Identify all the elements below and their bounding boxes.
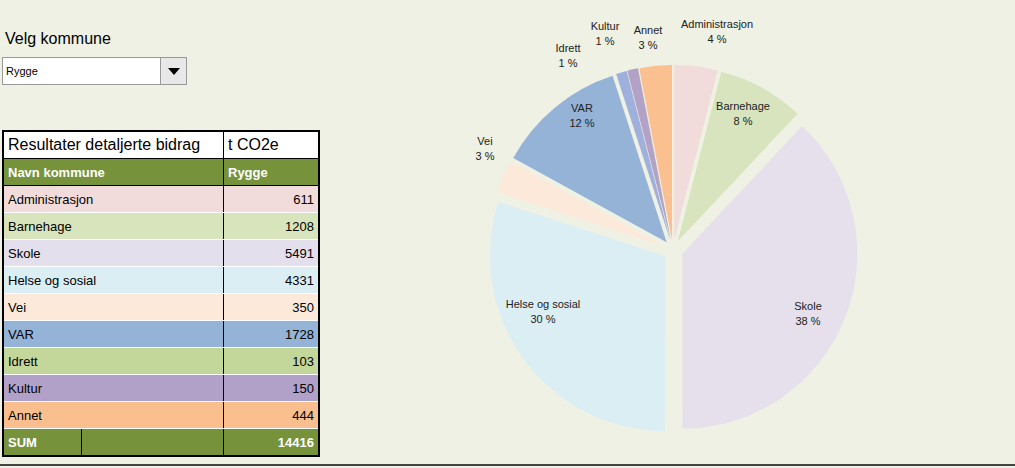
- html-text:14416: 14416: [277, 434, 314, 450]
- svg-text:VAR12 %: VAR12 %: [569, 102, 594, 129]
- html-text:Helse og sosial: Helse og sosial: [8, 272, 97, 288]
- html-text:1208: 1208: [285, 218, 314, 234]
- html-text:SUM: SUM: [8, 434, 37, 450]
- html-text:611: 611: [293, 191, 314, 207]
- html-text:Resultater detaljerte bidrag: Resultater detaljerte bidrag: [8, 136, 201, 153]
- svg-text:Idrett1 %: Idrett1 %: [555, 42, 580, 69]
- html-text:Rygge: Rygge: [6, 65, 38, 77]
- html-text:Barnehage: Barnehage: [8, 218, 72, 234]
- html-text:t CO2e: t CO2e: [228, 136, 279, 153]
- html-text:Velg kommune: Velg kommune: [5, 30, 111, 47]
- html-text:Annet: Annet: [8, 407, 42, 423]
- svg-text:Vei3 %: Vei3 %: [476, 135, 495, 162]
- html-text:4331: 4331: [285, 272, 314, 288]
- svg-text:Annet3 %: Annet3 %: [634, 24, 663, 51]
- html-text:VAR: VAR: [8, 326, 34, 342]
- html-text:Navn kommune: Navn kommune: [8, 164, 105, 180]
- html-text:103: 103: [292, 353, 314, 369]
- svg-text:Barnehage8 %: Barnehage8 %: [716, 100, 770, 127]
- html-text:Rygge: Rygge: [228, 164, 268, 180]
- html-text:Idrett: Idrett: [8, 353, 38, 369]
- svg-text:Kultur1 %: Kultur1 %: [591, 20, 620, 47]
- html-text:Vei: Vei: [8, 299, 27, 315]
- html-text:1728: 1728: [285, 326, 314, 342]
- html-text:444: 444: [292, 407, 314, 423]
- html-text:Kultur: Kultur: [8, 380, 42, 396]
- html-text:350: 350: [292, 299, 314, 315]
- svg-text:Skole38 %: Skole38 %: [794, 300, 822, 327]
- html-text:150: 150: [292, 380, 314, 396]
- svg-text:Helse og sosial30 %: Helse og sosial30 %: [506, 298, 581, 325]
- html-text:Administrasjon: Administrasjon: [8, 191, 94, 207]
- svg-text:Administrasjon4 %: Administrasjon4 %: [681, 18, 753, 45]
- html-text:5491: 5491: [285, 245, 314, 261]
- html-text:Skole: Skole: [8, 245, 41, 261]
